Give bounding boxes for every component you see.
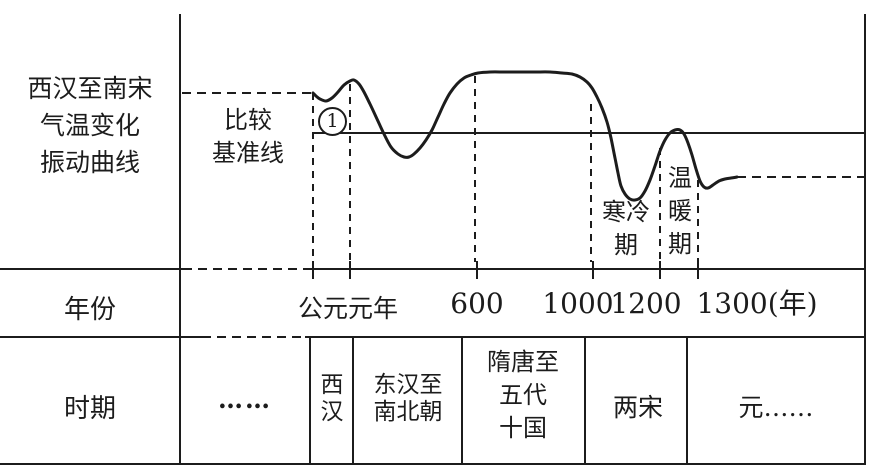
- warm-period-char: 暖: [668, 197, 692, 225]
- period-row-top-line-dashed: [202, 336, 305, 338]
- table-bottom-line: [0, 463, 866, 465]
- cold-period-line: 寒冷: [602, 198, 650, 226]
- baseline-label-line: 基准线: [212, 139, 284, 167]
- year-tick-label: 600: [450, 287, 504, 320]
- year-row-top-line-left: [0, 268, 183, 270]
- period-cell-line: 东汉至: [373, 372, 443, 398]
- cold-period-label: 寒冷 期: [587, 196, 665, 262]
- chart-title-line: 振动曲线: [39, 148, 140, 177]
- baseline-label-line: 比较: [224, 106, 272, 134]
- period-cell-donghan: 东汉至 南北朝: [374, 372, 443, 426]
- baseline-label: 比较 基准线: [183, 104, 313, 170]
- period-cell-line: 五代: [499, 381, 547, 409]
- year-tick-label: 1300(年): [696, 287, 818, 320]
- temperature-curve: [311, 70, 739, 202]
- period-cell-yuan: 元……: [738, 393, 814, 422]
- chart-title-line: 气温变化: [39, 111, 140, 140]
- period-cell-line: 西: [320, 372, 344, 398]
- period-cell-ellipsis: ……: [218, 385, 272, 414]
- axis-tick: [312, 261, 314, 279]
- period-cell-line: 南北朝: [373, 399, 443, 425]
- period-cell-border: [461, 337, 463, 464]
- axis-tick: [697, 261, 699, 279]
- cold-period-line: 期: [614, 231, 638, 259]
- chart-title: 西汉至南宋 气温变化 振动曲线: [0, 70, 180, 181]
- axis-tick: [592, 261, 594, 279]
- baseline-dashed-left: [182, 92, 313, 94]
- period-cell-line: 隋唐至: [487, 348, 559, 376]
- period-cell-border: [352, 337, 354, 464]
- period-cell-liangsong: 两宋: [612, 393, 664, 422]
- period-cell-line: 汉: [320, 399, 344, 425]
- period-cell-border: [686, 337, 688, 464]
- chart-title-line: 西汉至南宋: [27, 74, 153, 103]
- guide-dashed-line: [590, 104, 592, 262]
- axis-tick: [349, 261, 351, 279]
- right-frame-line: [864, 14, 866, 465]
- guide-dashed-line: [349, 84, 351, 262]
- guide-dashed-line: [659, 148, 661, 262]
- period-cell-xihan: 西 汉: [321, 372, 344, 426]
- warm-period-label: 温 暖 期: [662, 162, 698, 261]
- period-row-label: 时期: [63, 394, 116, 424]
- y-axis-line: [179, 14, 181, 465]
- warm-period-char: 温: [668, 164, 692, 192]
- year-row-top-line-right: [310, 268, 866, 270]
- guide-dashed-line: [474, 76, 476, 262]
- period-row-top-line-left: [0, 336, 202, 338]
- period-cell-line: 十国: [499, 414, 547, 442]
- baseline-dashed-right: [737, 176, 865, 178]
- circled-1-marker: 1: [318, 107, 347, 136]
- axis-tick: [476, 261, 478, 279]
- year-tick-label: 1200: [610, 287, 682, 320]
- year-tick-label: 公元元年: [297, 294, 399, 323]
- period-cell-border: [584, 337, 586, 464]
- guide-dashed-line: [312, 93, 314, 262]
- guide-dashed-line: [697, 180, 699, 262]
- warm-period-char: 期: [668, 230, 692, 258]
- period-cell-border: [309, 337, 311, 464]
- year-tick-label: 1000: [542, 287, 614, 320]
- period-cell-suitang: 隋唐至 五代 十国: [487, 346, 559, 445]
- axis-tick: [659, 261, 661, 279]
- reference-line: [313, 132, 866, 134]
- year-row-label: 年份: [63, 295, 116, 325]
- year-row-top-line-dashed: [183, 268, 310, 270]
